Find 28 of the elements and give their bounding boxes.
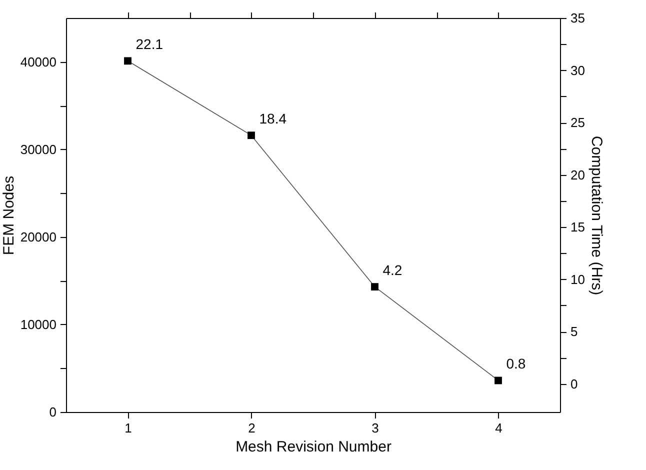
- point: [124, 57, 132, 65]
- x-tick-label: 2: [248, 420, 256, 436]
- y2-tick-label: 10: [570, 272, 585, 287]
- y2-tick-label: 35: [570, 10, 585, 26]
- y-tick-label: 10000: [20, 316, 56, 332]
- y2-tick-label: 20: [570, 167, 585, 182]
- x-tick-label: 4: [495, 420, 502, 436]
- y2-tick-label: 30: [570, 62, 585, 78]
- y2-tick-label: 0: [570, 376, 578, 392]
- y2-tick-label: 15: [570, 220, 585, 235]
- annotation: 4.2: [382, 262, 402, 278]
- annotation: 22.1: [136, 36, 164, 52]
- annotation: 0.8: [506, 355, 526, 372]
- y2-tick-label: 25: [570, 115, 585, 130]
- point: [494, 376, 502, 384]
- point: [371, 283, 378, 291]
- x-axis-title: Mesh Revision Number: [236, 438, 392, 456]
- y-tick-label: 0: [49, 404, 56, 420]
- y-tick-label: 20000: [20, 229, 56, 244]
- x-tick-label: 1: [124, 420, 132, 436]
- annotation: 18.4: [259, 110, 287, 126]
- y2-axis-title: Computation Time (Hrs): [588, 136, 605, 296]
- y-axis-title: FEM Nodes: [0, 176, 18, 256]
- y2-tick-label: 5: [570, 324, 578, 340]
- y-tick-label: 40000: [20, 54, 56, 70]
- x-tick-label: 3: [372, 420, 379, 436]
- y-tick-label: 30000: [20, 142, 56, 157]
- point: [248, 132, 255, 140]
